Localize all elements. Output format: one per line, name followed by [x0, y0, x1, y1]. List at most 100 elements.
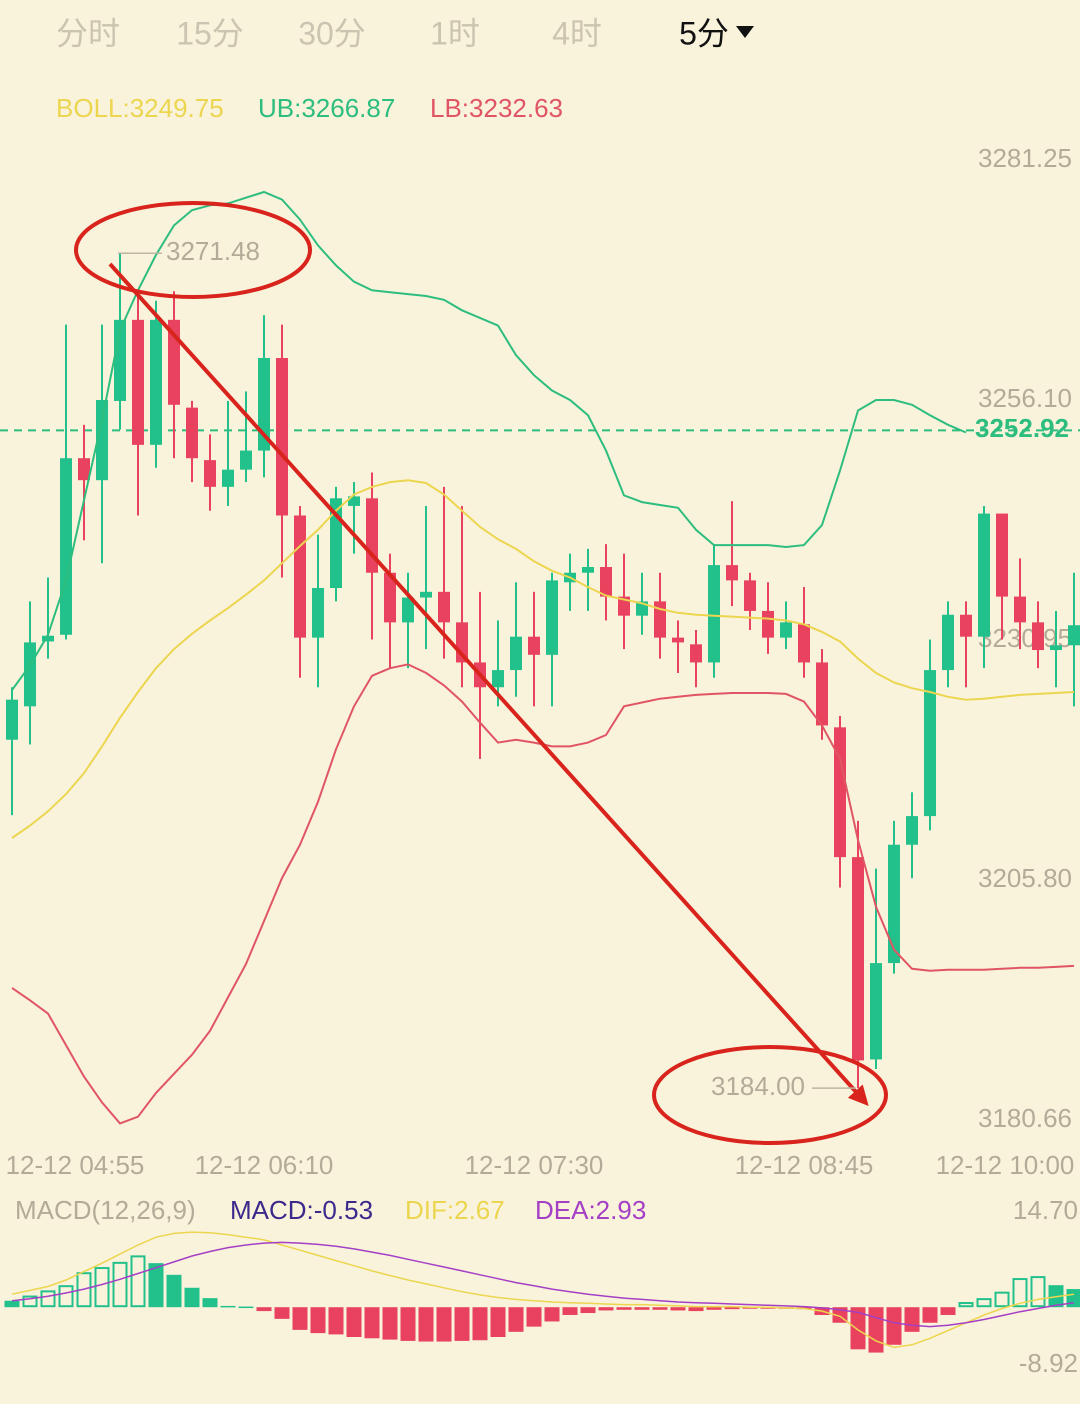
high-circle [74, 201, 312, 299]
candle-body [996, 513, 1008, 597]
y-tick-label: 3205.80 [978, 863, 1072, 893]
y-tick-label: 14.70 [1013, 1195, 1078, 1225]
macd-bar [112, 1261, 128, 1308]
candle-body [294, 515, 306, 638]
candle-body [978, 513, 990, 637]
candle-body [672, 637, 684, 643]
candle-body [186, 407, 198, 459]
macd-bar [1012, 1278, 1028, 1308]
macd-line [11, 1231, 1075, 1349]
macd-bar [958, 1302, 974, 1308]
macd-bar [148, 1263, 164, 1308]
macd-bar [418, 1307, 434, 1342]
macd-bar [508, 1307, 524, 1332]
x-tick-label: 12-12 08:45 [735, 1150, 874, 1180]
candle-body [222, 469, 234, 487]
candle-body [402, 597, 414, 623]
macd-bar [400, 1307, 416, 1341]
timeframe-tab[interactable]: 15分 [176, 15, 244, 51]
macd-bar [868, 1307, 884, 1353]
macd-bar [292, 1307, 308, 1330]
candle-body [348, 496, 360, 506]
candle-body [420, 591, 432, 598]
candle-body [726, 565, 738, 581]
candle-body [150, 319, 162, 445]
macd-bar [850, 1307, 866, 1350]
macd-bar [220, 1305, 236, 1308]
legend-label: UB:3266.87 [258, 93, 395, 123]
macd-bar [472, 1307, 488, 1341]
macd-bar [58, 1285, 74, 1308]
trend-arrow [108, 262, 869, 1106]
macd-bar [1030, 1276, 1046, 1308]
timeframe-tab[interactable]: 1时 [430, 15, 480, 51]
x-tick-label: 12-12 04:55 [6, 1150, 145, 1180]
macd-bar [76, 1272, 92, 1308]
macd-bar [382, 1307, 398, 1340]
macd-bar [994, 1291, 1010, 1308]
macd-bar [274, 1307, 290, 1319]
candle-body [276, 358, 288, 516]
candle-body [510, 636, 522, 671]
y-tick-label: 3281.25 [978, 143, 1072, 173]
macd-bar [688, 1307, 704, 1312]
candle-body [546, 580, 558, 655]
candle-body [1068, 625, 1080, 646]
macd-bar [544, 1307, 560, 1322]
macd-bar [652, 1307, 668, 1310]
macd-bar [562, 1307, 578, 1315]
timeframe-tab[interactable]: 5分 [679, 15, 729, 51]
candle-body [618, 596, 630, 616]
candle-body [708, 565, 720, 663]
macd-bar [130, 1255, 146, 1308]
macd-bar [976, 1298, 992, 1308]
y-tick-label: 3256.10 [978, 383, 1072, 413]
timeframe-tab[interactable]: 4时 [552, 15, 602, 51]
marks-layer [4, 190, 1080, 1353]
candle-body [870, 963, 882, 1060]
timeframe-tab[interactable]: 分时 [56, 15, 120, 51]
macd-bar [94, 1267, 110, 1308]
candle-body [852, 857, 864, 1061]
candle-body [258, 358, 270, 451]
macd-bar [166, 1274, 182, 1308]
candle-body [6, 699, 18, 740]
macd-bar [310, 1307, 326, 1334]
low-marker-label: 3184.00 [711, 1071, 805, 1101]
candle-body [816, 662, 828, 726]
macd-bar [364, 1307, 380, 1339]
macd-bar [940, 1307, 956, 1315]
candle-body [960, 614, 972, 637]
candle-body [240, 450, 252, 470]
macd-bar [454, 1307, 470, 1341]
x-tick-label: 12-12 07:30 [465, 1150, 604, 1180]
timeframe-tab[interactable]: 30分 [298, 15, 366, 51]
candle-body [888, 844, 900, 964]
candle-body [78, 458, 90, 481]
candle-body [24, 642, 36, 707]
panel-title: MACD(12,26,9) [15, 1195, 196, 1225]
macd-bar [922, 1307, 938, 1323]
y-tick-label: -8.92 [1019, 1348, 1078, 1378]
macd-bar [760, 1307, 776, 1309]
macd-bar [346, 1307, 362, 1338]
y-tick-label: 3180.66 [978, 1103, 1072, 1133]
macd-bar [1066, 1289, 1080, 1308]
high-marker-label: 3271.48 [166, 236, 260, 266]
candle-body [690, 644, 702, 663]
macd-bar [886, 1307, 902, 1345]
candle-body [312, 588, 324, 638]
candle-body [1014, 596, 1026, 623]
x-tick-label: 12-12 06:10 [195, 1150, 334, 1180]
candle-body [1032, 622, 1044, 651]
macd-line [11, 1241, 1075, 1328]
candle-body [942, 614, 954, 671]
macd-bar [184, 1287, 200, 1308]
candle-body [906, 816, 918, 845]
macd-bar [580, 1307, 596, 1314]
macd-bar [616, 1307, 632, 1310]
